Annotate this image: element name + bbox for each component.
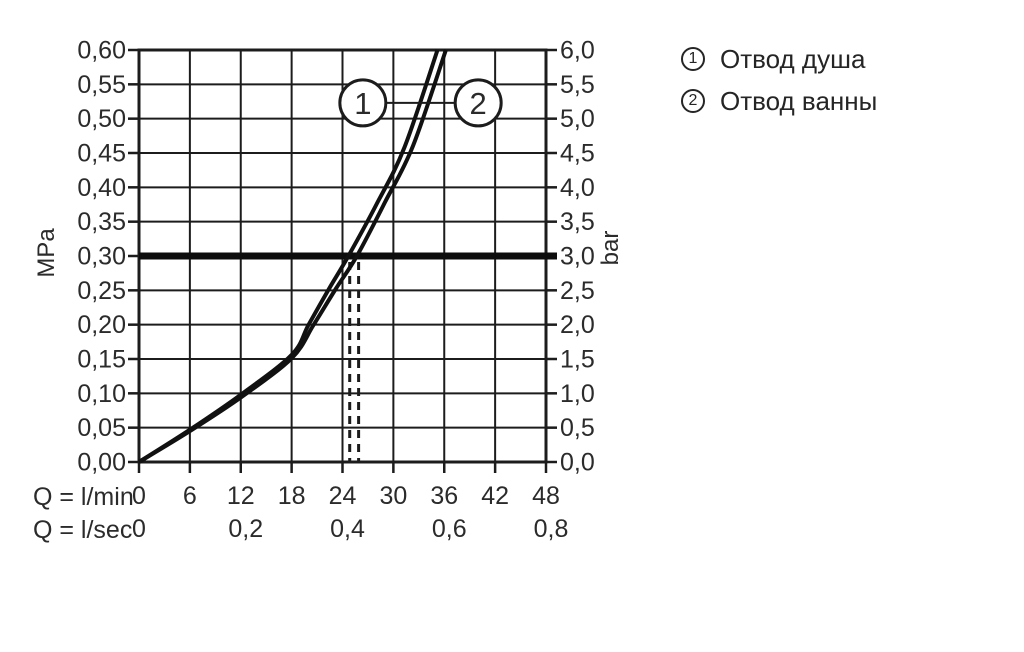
callout-circle-2 bbox=[453, 78, 503, 128]
left-axis-tick-label: 0,20 bbox=[77, 311, 126, 339]
left-axis-tick-label: 0,10 bbox=[77, 380, 126, 408]
callout-digit-2: 2 bbox=[470, 86, 487, 121]
left-axis-unit-label: MPa bbox=[33, 228, 60, 278]
left-axis-tick-label: 0,55 bbox=[77, 71, 126, 99]
legend: 1 Отвод душа 2 Отвод ванны bbox=[681, 44, 877, 128]
legend-item-bath: 2 Отвод ванны bbox=[681, 86, 877, 116]
x-lsec-tick-label: 0,8 bbox=[534, 515, 569, 543]
right-axis-tick-label: 5,5 bbox=[560, 71, 595, 99]
left-axis-tick-label: 0,00 bbox=[77, 449, 126, 477]
callout-circle-1 bbox=[338, 78, 388, 128]
right-axis-tick-label: 1,0 bbox=[560, 380, 595, 408]
right-axis-tick-label: 6,0 bbox=[560, 37, 595, 65]
left-axis-tick-label: 0,60 bbox=[77, 37, 126, 65]
left-axis-tick-label: 0,35 bbox=[77, 208, 126, 236]
left-axis-tick-label: 0,50 bbox=[77, 105, 126, 133]
left-axis-tick-label: 0,40 bbox=[77, 174, 126, 202]
legend-label-shower: Отвод душа bbox=[720, 43, 866, 74]
x-lmin-tick-label: 30 bbox=[379, 482, 407, 510]
callout-digit-1: 1 bbox=[354, 86, 371, 121]
left-axis-tick-label: 0,45 bbox=[77, 140, 126, 168]
right-axis-tick-label: 5,0 bbox=[560, 105, 595, 133]
left-axis-tick-label: 0,15 bbox=[77, 346, 126, 374]
right-axis-tick-label: 0,0 bbox=[560, 449, 595, 477]
x-lsec-tick-label: 0 bbox=[132, 515, 146, 543]
right-axis-unit-label: bar bbox=[597, 230, 624, 266]
x-lmin-tick-label: 6 bbox=[183, 482, 197, 510]
right-axis-tick-label: 2,0 bbox=[560, 311, 595, 339]
x-lmin-tick-label: 0 bbox=[132, 482, 146, 510]
legend-marker-1-icon: 1 bbox=[681, 47, 705, 71]
x-lmin-tick-label: 18 bbox=[278, 482, 306, 510]
right-axis-tick-label: 3,0 bbox=[560, 243, 595, 271]
right-axis-tick-label: 3,5 bbox=[560, 208, 595, 236]
x-lmin-tick-label: 12 bbox=[227, 482, 255, 510]
x-lmin-tick-label: 48 bbox=[532, 482, 560, 510]
x-lsec-tick-label: 0,2 bbox=[228, 515, 263, 543]
x-axis-lmin-label: Q = l/min bbox=[33, 483, 134, 511]
legend-marker-2-icon: 2 bbox=[681, 89, 705, 113]
legend-item-shower: 1 Отвод душа bbox=[681, 44, 877, 74]
legend-label-bath: Отвод ванны bbox=[720, 85, 878, 116]
x-axis-lsec-label: Q = l/sec bbox=[33, 516, 133, 544]
left-axis-tick-label: 0,25 bbox=[77, 277, 126, 305]
x-lmin-tick-label: 42 bbox=[481, 482, 509, 510]
right-axis-tick-label: 0,5 bbox=[560, 414, 595, 442]
x-lsec-tick-label: 0,4 bbox=[330, 515, 365, 543]
legend-marker-1-digit: 1 bbox=[688, 50, 698, 67]
right-axis-tick-label: 4,5 bbox=[560, 140, 595, 168]
right-axis-tick-label: 2,5 bbox=[560, 277, 595, 305]
right-axis-tick-label: 1,5 bbox=[560, 346, 595, 374]
x-lmin-tick-label: 36 bbox=[430, 482, 458, 510]
left-axis-tick-label: 0,05 bbox=[77, 414, 126, 442]
left-axis-tick-label: 0,30 bbox=[77, 243, 126, 271]
legend-marker-2-digit: 2 bbox=[688, 92, 698, 109]
x-lmin-tick-label: 24 bbox=[329, 482, 357, 510]
x-lsec-tick-label: 0,6 bbox=[432, 515, 467, 543]
right-axis-tick-label: 4,0 bbox=[560, 174, 595, 202]
curve-series-2 bbox=[137, 49, 448, 464]
